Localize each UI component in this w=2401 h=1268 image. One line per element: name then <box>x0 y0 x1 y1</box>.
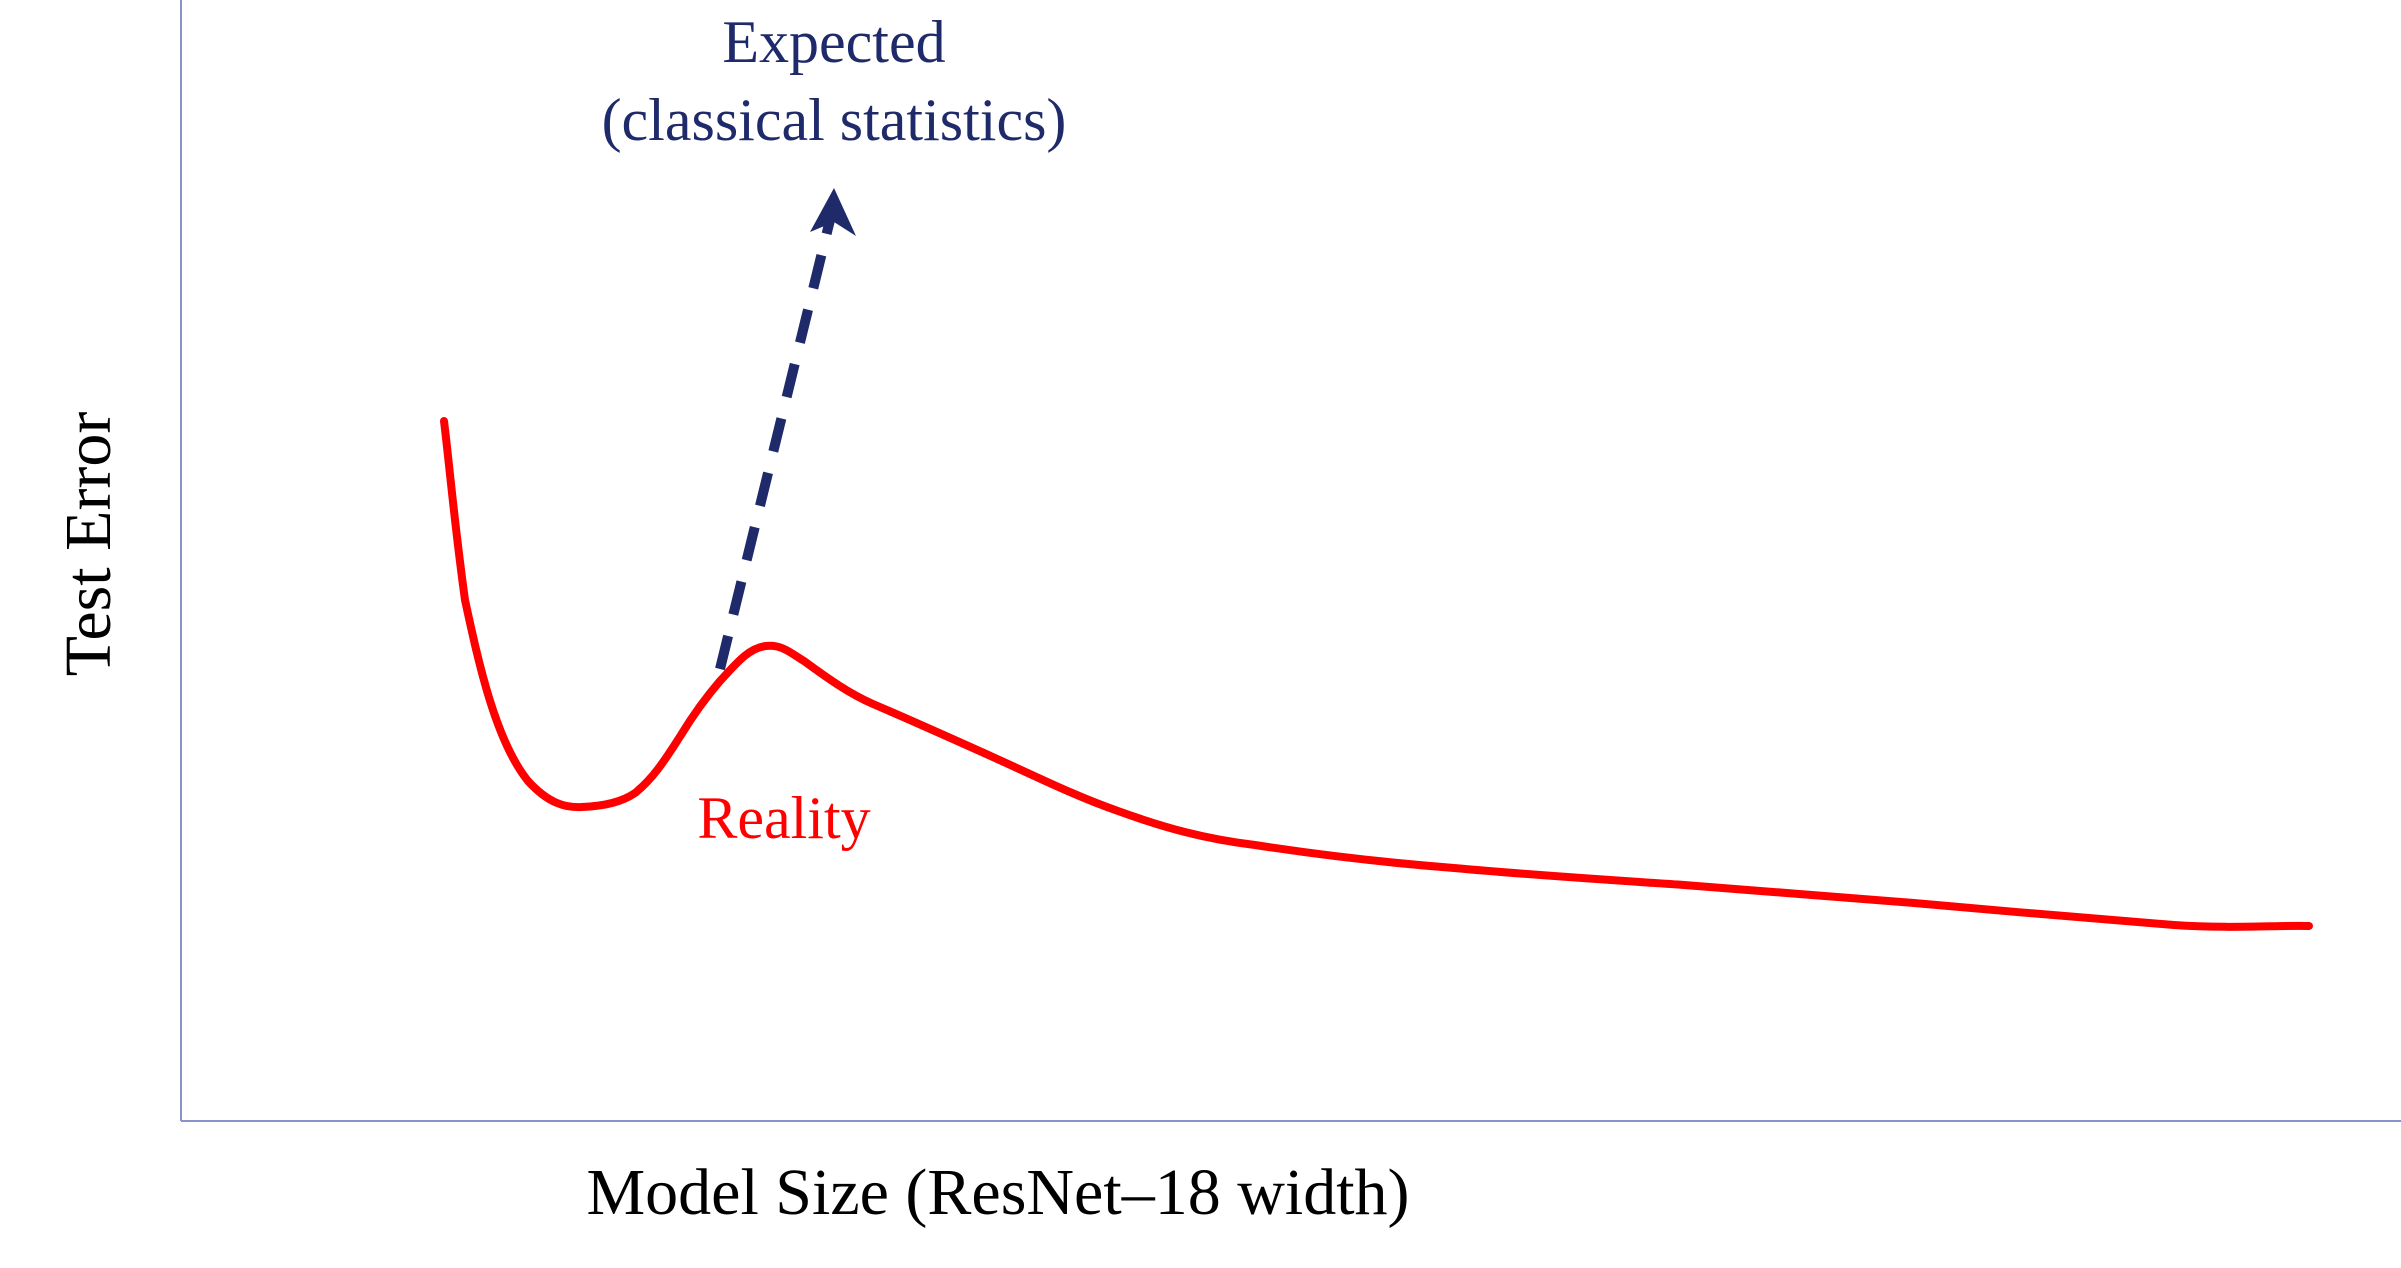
reality-curve <box>440 417 2313 931</box>
expected-arrow-head <box>810 188 856 236</box>
annotation-reality: Reality <box>697 785 870 851</box>
y-axis-label: Test Error <box>52 412 125 677</box>
x-axis-label: Model Size (ResNet–18 width) <box>586 1156 1409 1229</box>
expected-arrow-shaft <box>715 218 835 671</box>
annotation-expected: Expected <box>722 9 945 75</box>
annotation-expected-note: (classical statistics) <box>602 87 1067 153</box>
